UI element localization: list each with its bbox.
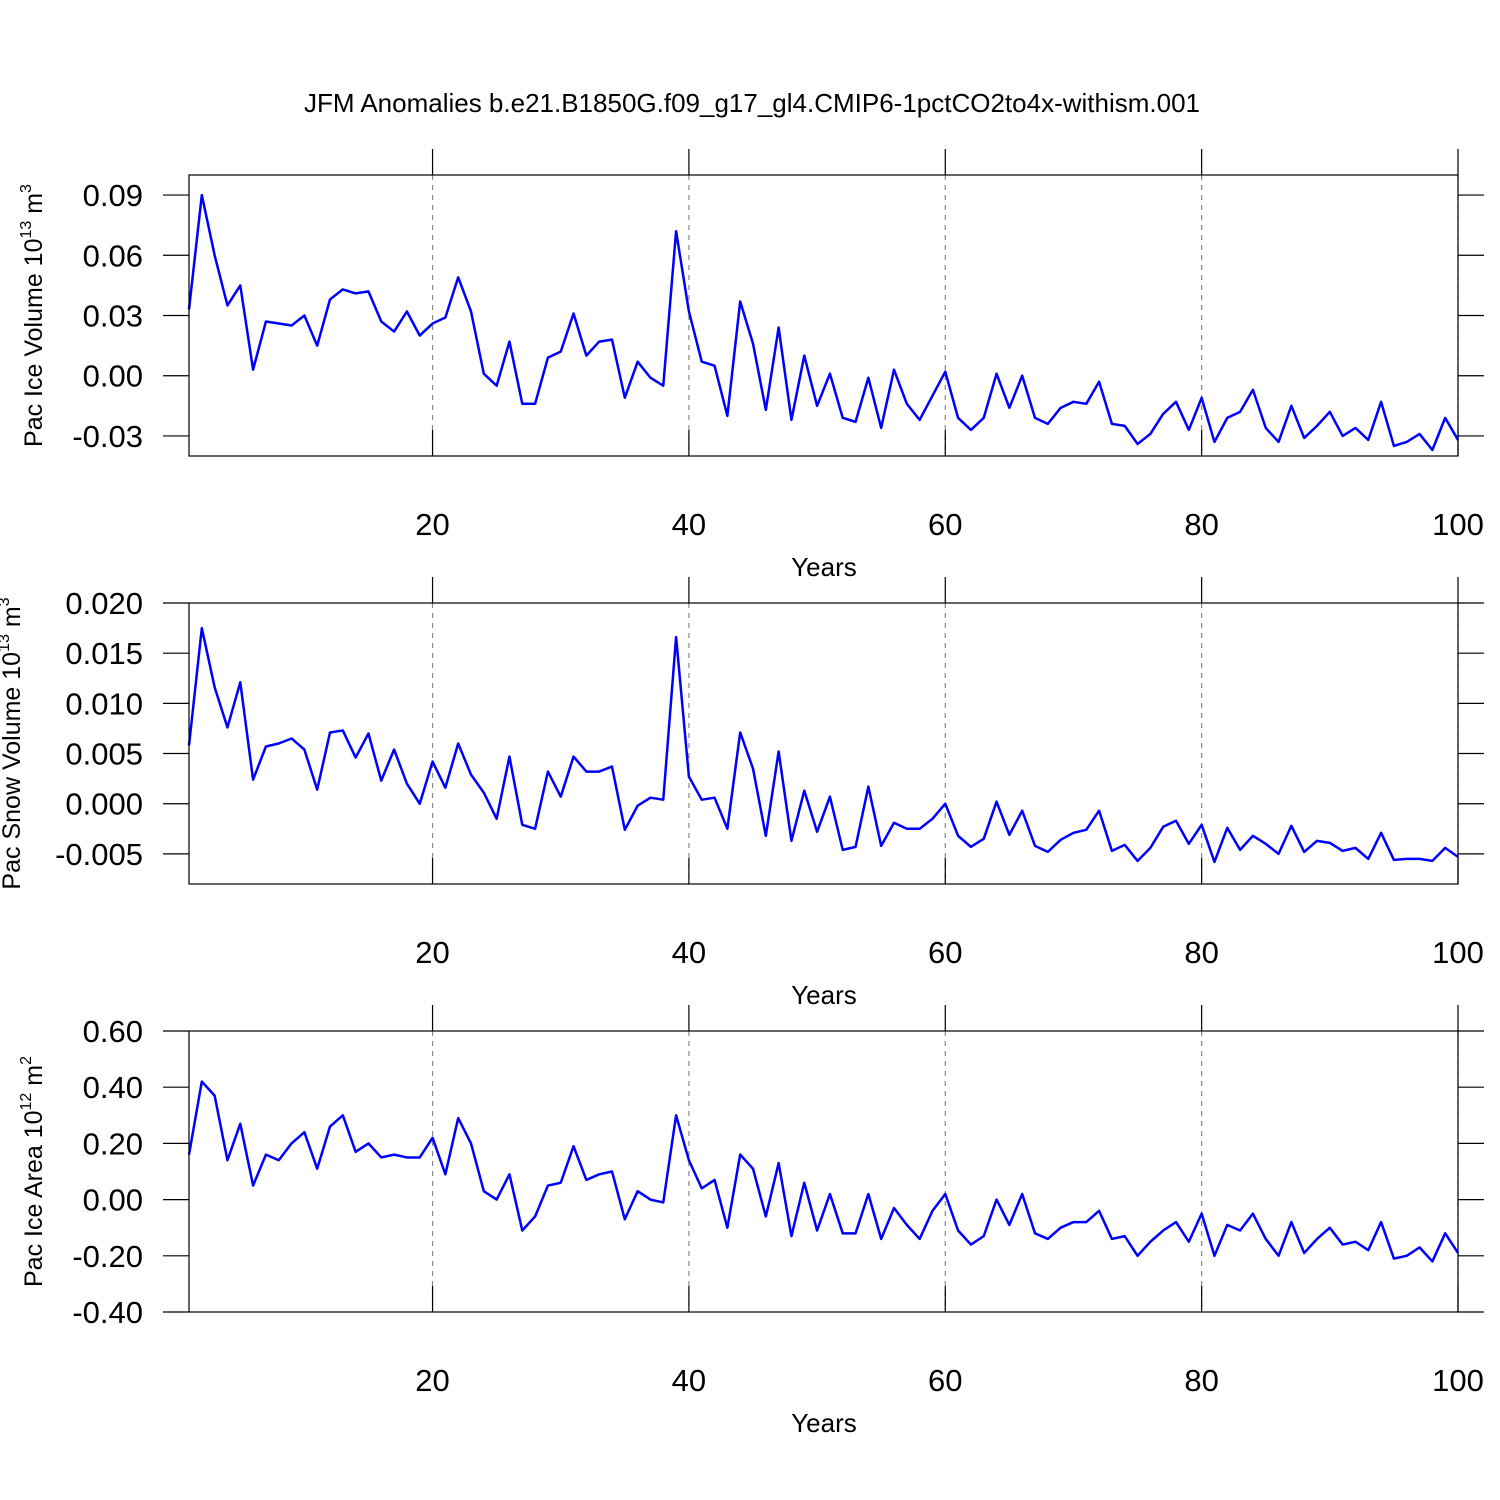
x-tick-label: 80 <box>1184 507 1218 542</box>
label-part: Pac Snow Volume 10 <box>0 652 26 890</box>
y-tick-label: 0.20 <box>83 1126 143 1161</box>
x-tick-label: 100 <box>1432 507 1484 542</box>
label-part: Pac Ice Area 10 <box>20 1110 48 1287</box>
y-tick-label: 0.00 <box>83 359 143 394</box>
y-tick-label: 0.015 <box>65 636 143 671</box>
y-tick-label: -0.03 <box>72 419 143 454</box>
y-tick-label: 0.03 <box>83 299 143 334</box>
y-tick-label: 0.09 <box>83 178 143 213</box>
x-tick-label: 20 <box>415 507 449 542</box>
y-tick-label: -0.40 <box>72 1295 143 1330</box>
x-axis-label: Years <box>791 1408 857 1438</box>
x-tick-label: 80 <box>1184 1363 1218 1398</box>
data-line <box>187 1080 1460 1263</box>
y-axis-label: Pac Ice Area 1012 m2 <box>18 1056 48 1287</box>
y-tick-label: 0.40 <box>83 1070 143 1105</box>
y-tick-label: 0.00 <box>83 1183 143 1218</box>
y-axis-label: Pac Snow Volume 1013 m3 <box>0 597 26 889</box>
data-line <box>187 626 1459 864</box>
x-tick-label: 40 <box>672 935 706 970</box>
x-tick-label: 80 <box>1184 935 1218 970</box>
y-tick-label: 0.010 <box>65 686 143 721</box>
y-tick-label: -0.005 <box>55 837 143 872</box>
superscript: 3 <box>18 184 35 193</box>
x-axis-label: Years <box>791 980 857 1010</box>
y-tick-label: -0.20 <box>72 1239 143 1274</box>
y-tick-label: 0.005 <box>65 737 143 772</box>
y-tick-label: 0.000 <box>65 787 143 822</box>
label-part: m <box>20 193 48 221</box>
y-tick-label: 0.60 <box>83 1014 143 1049</box>
superscript: 13 <box>0 634 13 652</box>
plot-frame <box>188 602 1459 885</box>
x-tick-label: 40 <box>672 507 706 542</box>
plot-frame <box>188 1030 1459 1313</box>
label-part: Pac Ice Volume 10 <box>20 239 48 447</box>
data-line <box>187 193 1460 452</box>
superscript: 2 <box>18 1056 35 1065</box>
x-tick-label: 40 <box>672 1363 706 1398</box>
x-tick-label: 100 <box>1432 1363 1484 1398</box>
chart-title: JFM Anomalies b.e21.B1850G.f09_g17_gl4.C… <box>304 88 1200 118</box>
x-tick-label: 60 <box>928 507 962 542</box>
label-part: m <box>0 606 26 634</box>
label-part: m <box>20 1065 48 1093</box>
x-tick-label: 60 <box>928 1363 962 1398</box>
x-axis-label: Years <box>791 552 857 582</box>
superscript: 13 <box>18 221 35 239</box>
plot-frame <box>188 174 1459 457</box>
superscript: 3 <box>0 597 13 606</box>
y-axis-label: Pac Ice Volume 1013 m3 <box>18 184 48 447</box>
y-tick-label: 0.06 <box>83 238 143 273</box>
y-tick-label: 0.020 <box>65 586 143 621</box>
x-tick-label: 60 <box>928 935 962 970</box>
x-tick-label: 100 <box>1432 935 1484 970</box>
x-tick-label: 20 <box>415 935 449 970</box>
x-tick-label: 20 <box>415 1363 449 1398</box>
superscript: 12 <box>18 1093 35 1111</box>
